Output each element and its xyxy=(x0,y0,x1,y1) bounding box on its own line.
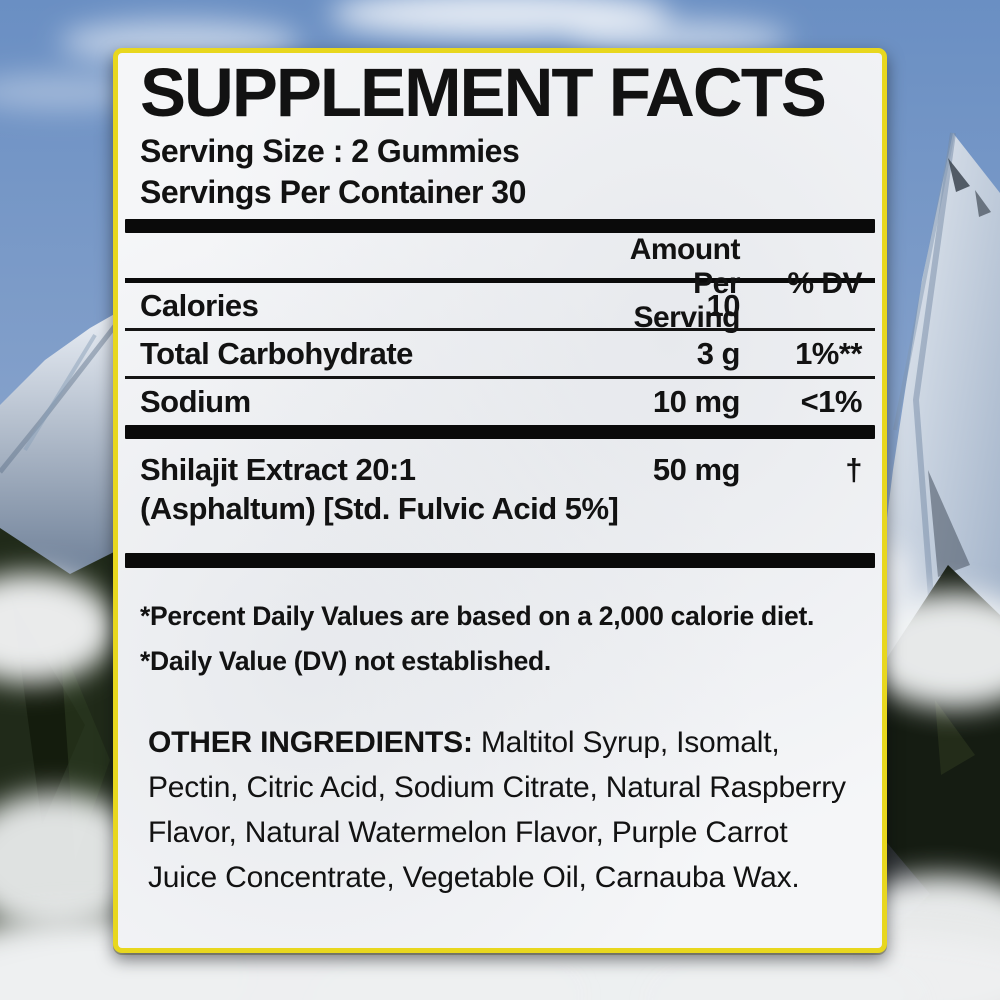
nutrient-name: Sodium xyxy=(140,384,251,419)
table-row: Total Carbohydrate 3 g 1%** xyxy=(125,331,875,379)
nutrient-dv: 1%** xyxy=(795,335,862,371)
nutrition-rows: Calories 10 Total Carbohydrate 3 g 1%** … xyxy=(125,283,875,425)
nutrient-amount: 10 xyxy=(706,287,741,323)
percent-dv-header: % DV xyxy=(787,267,862,300)
divider-thick xyxy=(125,219,875,233)
divider-medium xyxy=(125,278,875,283)
extract-detail: (Asphaltum) [Std. Fulvic Acid 5%] xyxy=(140,491,619,526)
nutrient-name: Total Carbohydrate xyxy=(140,335,413,371)
servings-per-container: Servings Per Container 30 xyxy=(140,174,526,210)
nutrient-amount: 10 mg xyxy=(652,384,741,419)
nutrition-table: Amount Per Serving % DV xyxy=(125,233,875,334)
other-ingredients-body: Maltitol Syrup, Isomalt, Pectin, Citric … xyxy=(148,726,846,894)
extract-row: Shilajit Extract 20:1 50 mg † (Asphaltum… xyxy=(125,439,875,553)
supplement-facts-panel: SUPPLEMENT FACTS Serving Size : 2 Gummie… xyxy=(113,48,887,953)
extract-amount: 50 mg xyxy=(652,452,741,487)
panel-title: SUPPLEMENT FACTS xyxy=(140,54,827,131)
divider-thick xyxy=(125,425,875,439)
other-ingredients-heading: OTHER INGREDIENTS: xyxy=(148,726,473,759)
fog-left xyxy=(0,573,150,932)
divider-thick xyxy=(125,553,875,568)
nutrient-name: Calories xyxy=(140,287,259,323)
footnote-daily-values: *Percent Daily Values are based on a 2,0… xyxy=(140,601,815,631)
serving-info: Serving Size : 2 Gummies Servings Per Co… xyxy=(118,131,882,213)
nutrient-dv: <1% xyxy=(800,384,863,419)
other-ingredients: OTHER INGREDIENTS: Maltitol Syrup, Isoma… xyxy=(148,720,858,900)
footnote-dv-not-established: *Daily Value (DV) not established. xyxy=(140,646,551,676)
serving-size: Serving Size : 2 Gummies xyxy=(140,133,520,169)
extract-dv-dagger: † xyxy=(845,452,862,487)
extract-name: Shilajit Extract 20:1 xyxy=(140,452,416,487)
snow-slope-left xyxy=(0,312,120,578)
table-row: Calories 10 xyxy=(125,283,875,331)
table-header-row: Amount Per Serving % DV xyxy=(125,233,875,334)
clouds-top xyxy=(0,0,790,110)
amount-per-serving-header: Amount Per Serving xyxy=(629,233,741,334)
table-row: Sodium 10 mg <1% xyxy=(125,379,875,425)
footnotes: *Percent Daily Values are based on a 2,0… xyxy=(140,594,864,684)
nutrient-amount: 3 g xyxy=(696,335,741,371)
